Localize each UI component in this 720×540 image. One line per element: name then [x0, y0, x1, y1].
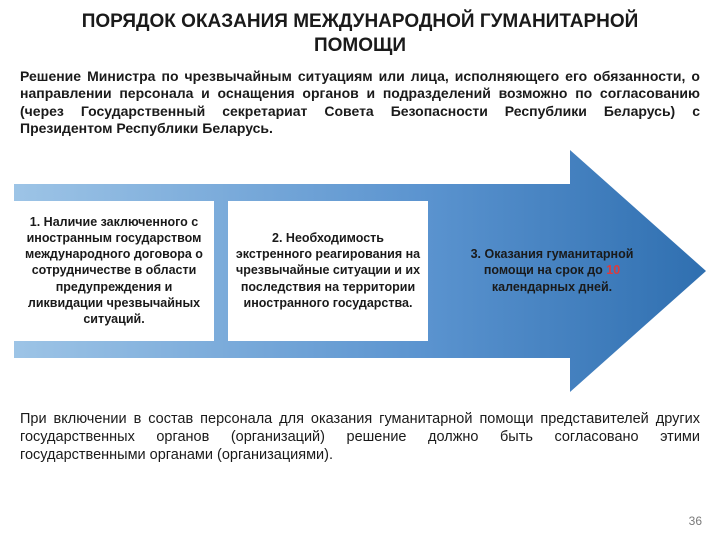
- intro-paragraph: Решение Министра по чрезвычайным ситуаци…: [0, 64, 720, 146]
- step-text-2: 2. Необходимость экстренного реагировани…: [234, 230, 422, 311]
- arrow-steps: 1. Наличие заключенного с иностранным го…: [10, 146, 710, 396]
- step-text-3: 3. Оказания гуманитарной помощи на срок …: [448, 246, 656, 295]
- footer-paragraph: При включении в состав персонала для ока…: [0, 396, 720, 468]
- step3-post: календарных дней.: [492, 280, 612, 294]
- step-box-1: 1. Наличие заключенного с иностранным го…: [14, 201, 214, 341]
- arrow-diagram: 1. Наличие заключенного с иностранным го…: [10, 146, 710, 396]
- step-text-1: 1. Наличие заключенного с иностранным го…: [20, 214, 208, 328]
- step-box-2: 2. Необходимость экстренного реагировани…: [228, 201, 428, 341]
- step-box-3: 3. Оказания гуманитарной помощи на срок …: [442, 201, 662, 341]
- step3-highlight: 10: [606, 263, 620, 277]
- page-title: ПОРЯДОК ОКАЗАНИЯ МЕЖДУНАРОДНОЙ ГУМАНИТАР…: [0, 0, 720, 64]
- page-number: 36: [689, 514, 702, 528]
